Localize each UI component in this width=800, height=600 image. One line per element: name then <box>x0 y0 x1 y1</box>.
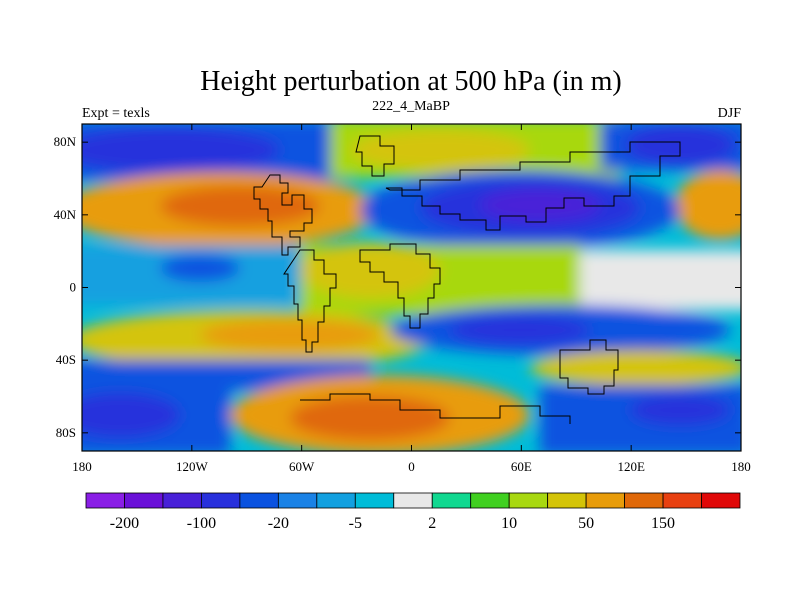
colorbar-swatch <box>124 492 164 509</box>
colorbar-swatch <box>162 492 202 509</box>
x-axis: 180 120W 60W 0 60E 120E 180 <box>72 124 751 474</box>
coastline-north-america <box>253 174 313 256</box>
colorbar-swatch <box>470 492 510 509</box>
colorbar-label: 2 <box>428 515 436 532</box>
x-tick-label: 180 <box>72 459 92 474</box>
y-tick-label: 40N <box>54 207 77 222</box>
coastline-africa <box>359 243 441 329</box>
colorbar-swatch <box>239 492 279 509</box>
colorbar-swatch <box>508 492 549 509</box>
season-label: DJF <box>718 106 742 121</box>
experiment-label: Expt = texls <box>82 106 150 121</box>
chart-title: Height perturbation at 500 hPa (in m) <box>200 66 621 97</box>
colorbar-label: 150 <box>651 515 675 532</box>
colorbar-swatch <box>85 492 125 509</box>
x-tick-label: 60E <box>511 459 532 474</box>
x-tick-label: 120W <box>176 459 209 474</box>
y-tick-label: 40S <box>56 352 76 367</box>
colorbar-label: 10 <box>501 515 517 532</box>
y-tick-label: 80S <box>56 425 76 440</box>
colorbar-swatch <box>201 492 241 509</box>
colorbar-label: -100 <box>187 515 216 532</box>
contour-field <box>82 124 741 451</box>
colorbar-swatch <box>624 492 664 509</box>
colorbar-swatch <box>354 492 395 509</box>
y-tick-label: 0 <box>70 280 77 295</box>
coastline-australia <box>559 339 619 395</box>
coastline-antarctica <box>300 393 571 424</box>
x-tick-label: 120E <box>617 459 645 474</box>
coastline-south-america <box>283 249 337 353</box>
colorbar-swatch <box>316 492 356 509</box>
colorbar-swatch <box>431 492 472 509</box>
y-axis: 80N 40N 0 40S 80S <box>54 134 741 440</box>
x-tick-label: 60W <box>289 459 315 474</box>
coastlines <box>253 135 681 424</box>
colorbar-swatch <box>662 492 702 509</box>
colorbar-swatch <box>277 492 318 509</box>
x-tick-label: 0 <box>408 459 415 474</box>
coastline-greenland <box>355 135 395 177</box>
colorbar: -200 -100 -20 -5 2 10 50 150 <box>85 492 741 532</box>
colorbar-label: -20 <box>268 515 289 532</box>
colorbar-label: 50 <box>578 515 594 532</box>
colorbar-swatch <box>585 492 625 509</box>
y-tick-label: 80N <box>54 134 77 149</box>
colorbar-label: -200 <box>110 515 139 532</box>
colorbar-label: -5 <box>349 515 362 532</box>
colorbar-swatch <box>393 492 433 509</box>
coastline-eurasia <box>385 141 681 231</box>
case-label: 222_4_MaBP <box>372 99 450 114</box>
colorbar-swatch <box>701 492 741 509</box>
colorbar-swatch <box>547 492 587 509</box>
x-tick-label: 180 <box>731 459 751 474</box>
